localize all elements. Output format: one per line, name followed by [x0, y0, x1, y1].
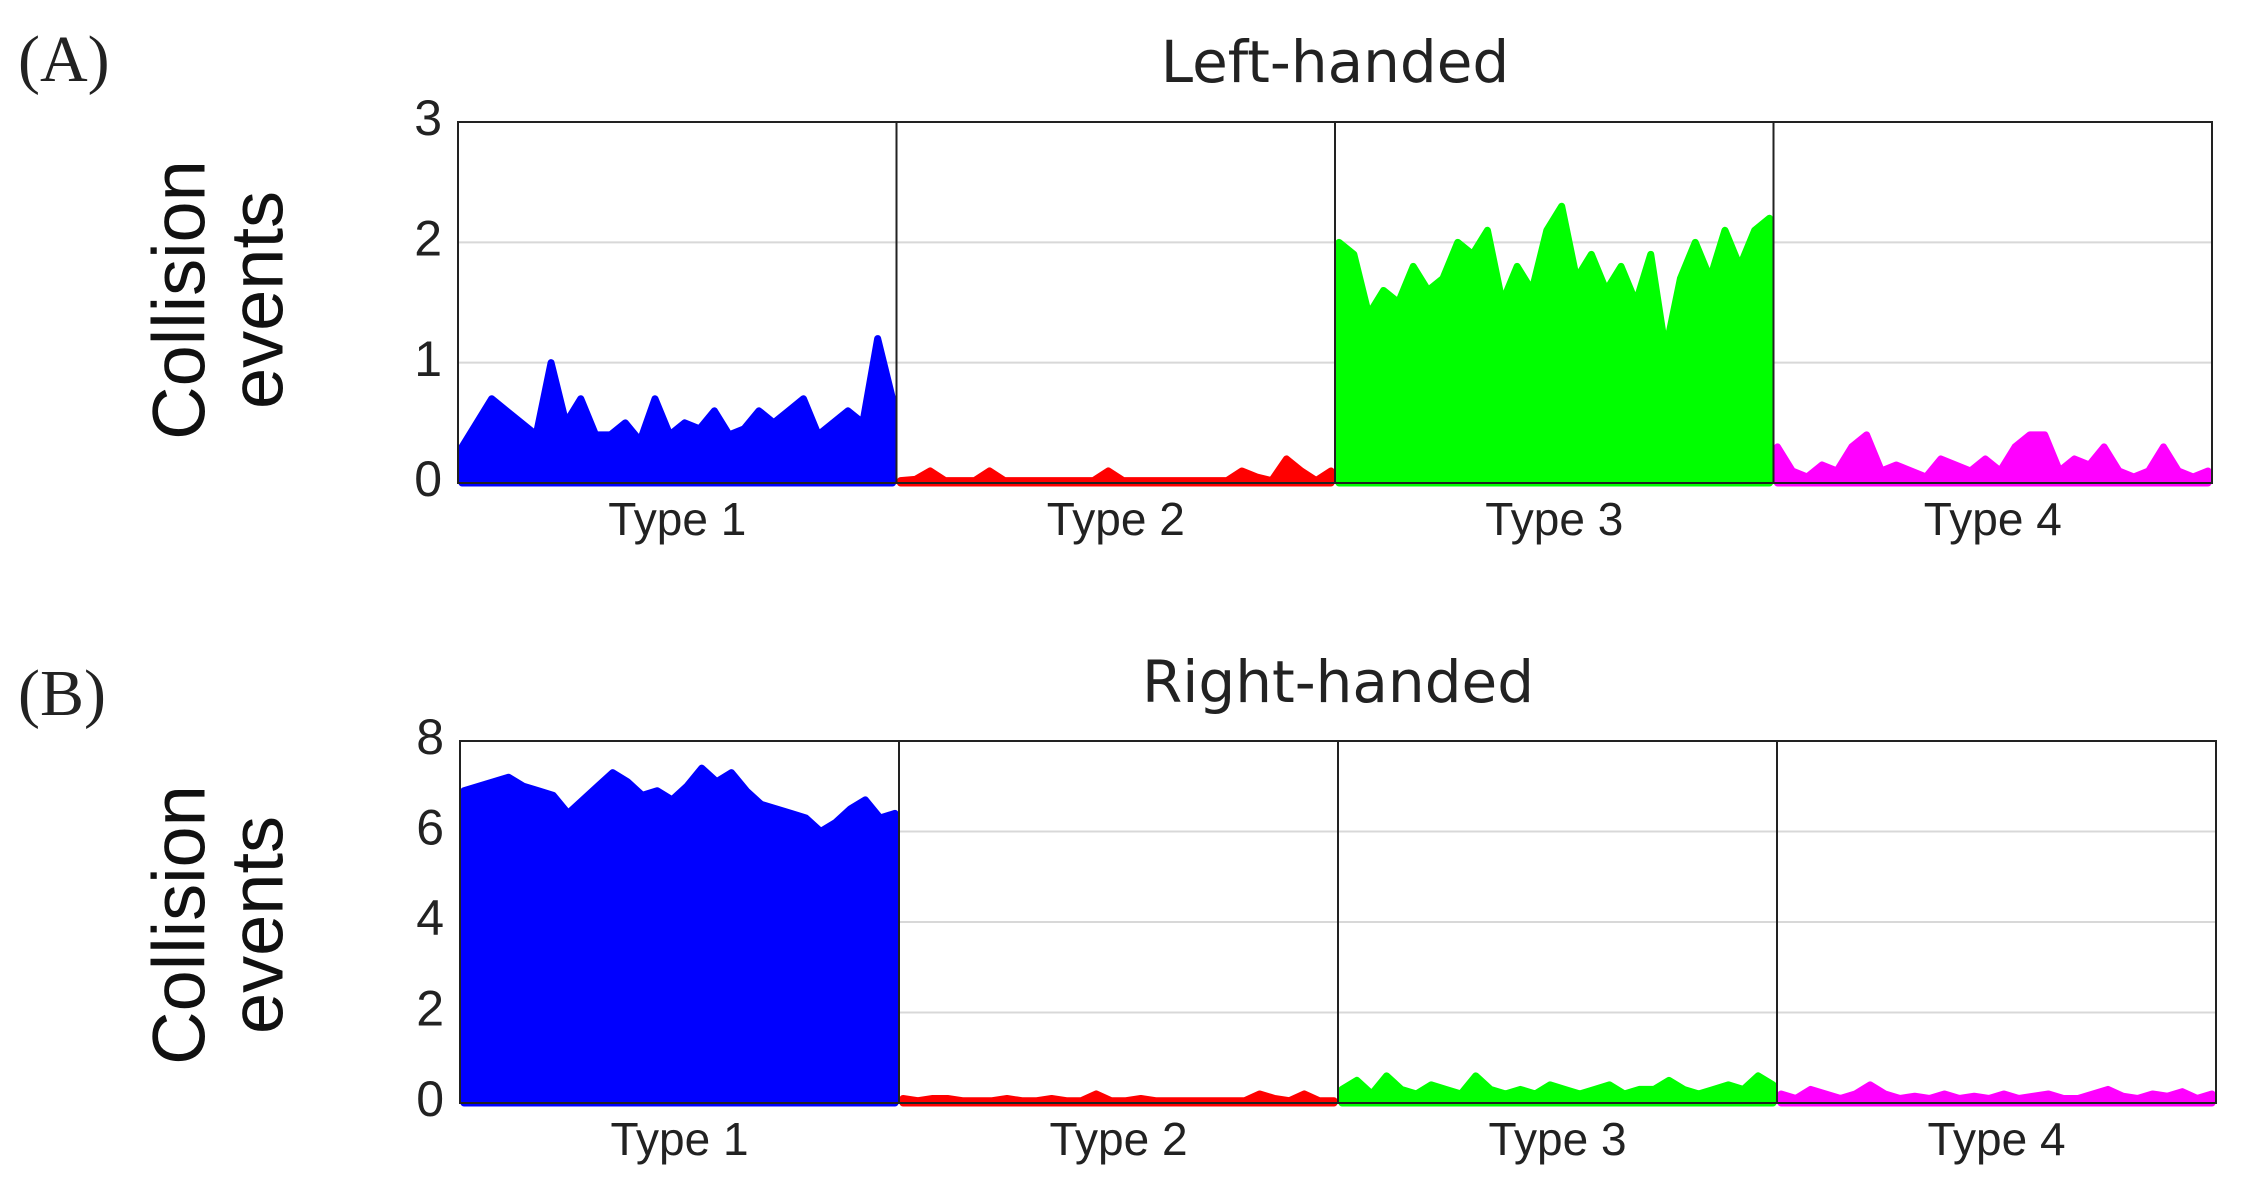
y-tick-label: 0	[414, 451, 442, 507]
y-axis-label: Collision events	[137, 785, 298, 1065]
panel-label: (B)	[18, 657, 106, 730]
area	[1774, 431, 2212, 487]
x-tick-label: Type 4	[1927, 1113, 2065, 1165]
x-tick-label: Type 2	[1047, 493, 1185, 545]
y-tick-label: 1	[414, 331, 442, 387]
y-tick-label: 4	[416, 890, 444, 946]
plot-frame	[457, 121, 2213, 484]
area	[1777, 1081, 2216, 1107]
y-tick-label: 2	[416, 981, 444, 1037]
y-tick-label: 6	[416, 800, 444, 856]
x-tick-label: Type 2	[1049, 1113, 1187, 1165]
area	[899, 1090, 1338, 1107]
y-axis-label: Collision events	[137, 160, 298, 440]
area	[460, 764, 899, 1107]
area	[1338, 1072, 1777, 1107]
x-tick-label: Type 1	[608, 493, 746, 545]
y-tick-label: 0	[416, 1071, 444, 1127]
area	[458, 335, 896, 487]
y-tick-label: 8	[416, 709, 444, 765]
x-tick-label: Type 3	[1488, 1113, 1626, 1165]
y-tick-label: 2	[414, 211, 442, 267]
x-tick-label: Type 4	[1924, 493, 2062, 545]
x-tick-label: Type 1	[610, 1113, 748, 1165]
x-tick-label: Type 3	[1485, 493, 1623, 545]
panel-label: (A)	[18, 23, 110, 96]
chart-title: Right-handed	[1142, 648, 1534, 716]
area	[1335, 202, 1773, 487]
y-tick-label: 3	[414, 90, 442, 146]
plot-frame	[459, 740, 2217, 1104]
chart-title: Left-handed	[1161, 28, 1509, 96]
area	[897, 455, 1335, 487]
